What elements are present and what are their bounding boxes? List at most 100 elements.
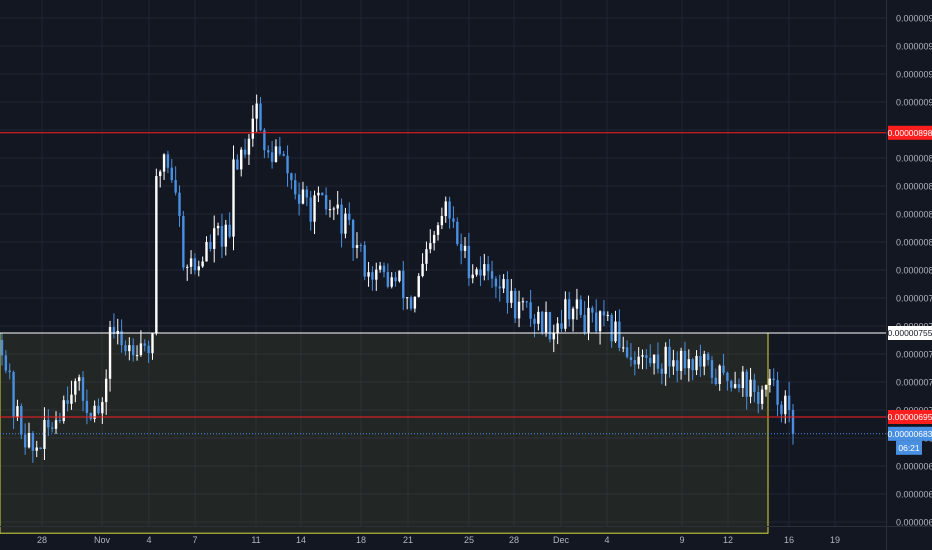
candle-body[interactable] xyxy=(317,192,320,196)
candle-body[interactable] xyxy=(429,243,432,250)
candle-body[interactable] xyxy=(540,311,544,333)
candle-body[interactable] xyxy=(564,299,567,329)
candle-body[interactable] xyxy=(691,359,694,371)
candle-body[interactable] xyxy=(162,154,166,172)
candle-body[interactable] xyxy=(166,154,170,168)
candle-body[interactable] xyxy=(351,219,355,248)
candle-body[interactable] xyxy=(101,402,104,414)
candle-body[interactable] xyxy=(328,209,332,211)
candle-body[interactable] xyxy=(459,244,463,251)
candle-body[interactable] xyxy=(780,404,783,415)
candle-body[interactable] xyxy=(31,432,35,451)
candle-body[interactable] xyxy=(321,192,324,196)
candle-body[interactable] xyxy=(398,270,401,282)
candle-body[interactable] xyxy=(668,346,671,367)
candle-body[interactable] xyxy=(683,350,687,369)
candle-body[interactable] xyxy=(367,272,370,277)
candle-body[interactable] xyxy=(255,103,258,119)
candle-body[interactable] xyxy=(120,330,123,346)
candle-body[interactable] xyxy=(591,307,594,313)
candle-body[interactable] xyxy=(108,327,112,379)
candle-body[interactable] xyxy=(552,333,555,340)
candle-body[interactable] xyxy=(652,354,656,364)
candle-body[interactable] xyxy=(568,299,571,320)
candle-body[interactable] xyxy=(467,245,471,279)
candle-body[interactable] xyxy=(274,146,278,162)
candle-body[interactable] xyxy=(143,343,146,346)
candle-body[interactable] xyxy=(463,245,467,251)
candle-body[interactable] xyxy=(448,201,451,219)
candle-body[interactable] xyxy=(20,406,23,435)
candle-body[interactable] xyxy=(378,265,382,270)
candle-body[interactable] xyxy=(625,347,629,358)
candle-body[interactable] xyxy=(340,204,343,234)
candle-body[interactable] xyxy=(186,266,189,268)
candle-body[interactable] xyxy=(741,371,745,388)
candle-body[interactable] xyxy=(764,385,768,390)
candle-body[interactable] xyxy=(263,130,266,151)
candle-body[interactable] xyxy=(297,194,301,204)
candle-body[interactable] xyxy=(776,380,779,405)
candle-body[interactable] xyxy=(170,167,173,181)
candle-body[interactable] xyxy=(182,216,185,268)
candle-body[interactable] xyxy=(131,345,135,356)
candle-body[interactable] xyxy=(324,195,328,210)
candle-body[interactable] xyxy=(155,176,158,334)
candle-body[interactable] xyxy=(236,159,239,170)
candle-body[interactable] xyxy=(413,296,417,309)
candle-body[interactable] xyxy=(664,346,667,374)
candle-body[interactable] xyxy=(533,318,536,324)
candle-body[interactable] xyxy=(537,311,540,324)
candle-body[interactable] xyxy=(62,400,65,421)
candle-body[interactable] xyxy=(344,213,347,234)
candle-body[interactable] xyxy=(432,234,436,244)
candle-body[interactable] xyxy=(722,365,725,373)
candle-body[interactable] xyxy=(348,213,351,220)
candle-body[interactable] xyxy=(471,274,474,279)
candle-body[interactable] xyxy=(402,270,405,299)
candle-body[interactable] xyxy=(259,103,262,131)
candle-body[interactable] xyxy=(112,327,116,335)
candlestick-series[interactable] xyxy=(0,94,795,463)
candle-body[interactable] xyxy=(332,208,336,210)
candle-body[interactable] xyxy=(544,312,548,333)
candle-body[interactable] xyxy=(390,277,393,287)
candle-body[interactable] xyxy=(4,355,8,371)
candle-body[interactable] xyxy=(772,378,775,381)
candle-body[interactable] xyxy=(637,356,640,365)
candle-body[interactable] xyxy=(710,360,714,378)
candle-body[interactable] xyxy=(147,345,150,354)
candle-body[interactable] xyxy=(571,308,575,320)
candle-body[interactable] xyxy=(502,279,505,289)
candle-body[interactable] xyxy=(791,409,795,434)
candle-body[interactable] xyxy=(282,153,285,156)
candle-body[interactable] xyxy=(610,314,613,342)
candle-body[interactable] xyxy=(251,118,255,139)
candle-body[interactable] xyxy=(641,355,644,357)
candle-body[interactable] xyxy=(209,241,212,249)
candle-body[interactable] xyxy=(313,195,316,222)
candle-body[interactable] xyxy=(672,360,675,367)
candle-body[interactable] xyxy=(116,330,119,335)
candle-body[interactable] xyxy=(290,173,293,181)
candle-body[interactable] xyxy=(745,371,748,397)
candle-body[interactable] xyxy=(74,381,77,395)
candle-body[interactable] xyxy=(174,180,177,193)
candle-body[interactable] xyxy=(483,264,486,276)
candle-body[interactable] xyxy=(510,290,513,303)
candle-body[interactable] xyxy=(232,159,235,237)
candle-body[interactable] xyxy=(301,189,305,204)
candle-body[interactable] xyxy=(506,279,509,303)
candle-body[interactable] xyxy=(224,224,227,247)
candle-body[interactable] xyxy=(629,357,633,361)
candle-body[interactable] xyxy=(456,221,459,245)
candle-body[interactable] xyxy=(579,299,582,315)
candle-body[interactable] xyxy=(475,269,478,275)
candle-body[interactable] xyxy=(205,241,208,262)
candle-body[interactable] xyxy=(525,301,528,303)
candle-body[interactable] xyxy=(128,345,131,352)
candle-body[interactable] xyxy=(425,249,428,264)
candle-body[interactable] xyxy=(695,355,698,371)
candle-body[interactable] xyxy=(587,307,590,333)
candle-body[interactable] xyxy=(490,271,494,279)
